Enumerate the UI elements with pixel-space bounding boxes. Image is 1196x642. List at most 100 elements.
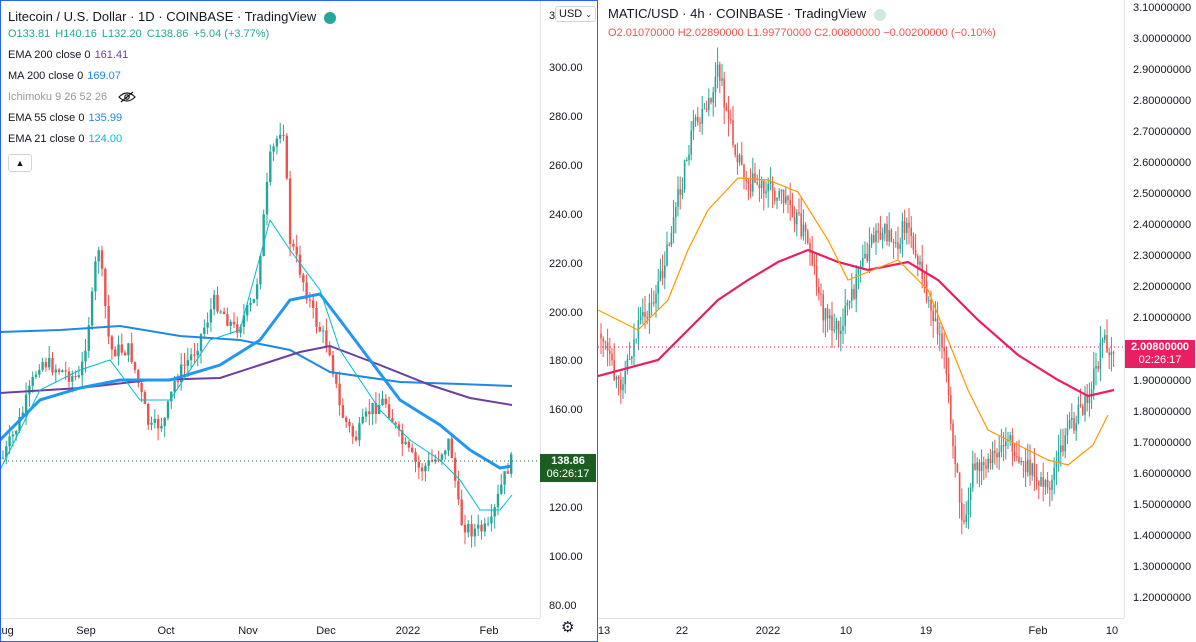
candle-body <box>24 394 28 413</box>
candle-body <box>100 250 104 269</box>
candle-body <box>774 190 776 201</box>
indicator-ichimoku[interactable]: Ichimoku 9 26 52 26 <box>8 87 336 108</box>
candle-body <box>1022 460 1025 462</box>
market-open-icon <box>874 8 887 21</box>
candle-body <box>710 97 712 103</box>
matic-plot-area[interactable] <box>598 0 1124 618</box>
candle-body <box>315 307 318 327</box>
candle-body <box>414 452 417 462</box>
candle-body <box>1002 445 1005 447</box>
candle-body <box>160 425 163 429</box>
candle-body <box>851 288 853 301</box>
candle-body <box>895 242 897 244</box>
candle-body <box>914 249 917 257</box>
candle-body <box>939 333 941 335</box>
candle-body <box>932 310 934 322</box>
candle-body <box>381 398 384 405</box>
eye-off-icon[interactable] <box>118 91 136 103</box>
candle-body <box>820 293 822 295</box>
ltc-chart-pane[interactable]: Litecoin / U.S. Dollar · 1D · COINBASE ·… <box>0 0 598 642</box>
candle-body <box>114 349 117 357</box>
price-tick: 80.00 <box>549 600 577 612</box>
candle-body <box>708 97 710 110</box>
matic-chart-pane[interactable]: MATIC/USD · 4h · COINBASE · TradingView … <box>598 0 1196 642</box>
candle-body <box>1020 460 1022 463</box>
candle-body <box>976 462 978 470</box>
candle-body <box>232 321 236 325</box>
candle-body <box>48 357 51 368</box>
candle-body <box>844 305 846 326</box>
candle-body <box>384 398 387 405</box>
candle-body <box>470 523 473 537</box>
candle-body <box>331 355 335 375</box>
price-tick: 1.80000000 <box>1133 406 1192 418</box>
price-tick: 3.10000000 <box>1133 2 1192 14</box>
candle-body <box>222 311 226 315</box>
price-tick: 2.70000000 <box>1133 126 1192 138</box>
candle-body <box>901 221 904 245</box>
candle-body <box>769 180 772 184</box>
indicator-ma200[interactable]: MA 200 close 0 169.07 <box>8 66 336 87</box>
candle-body <box>661 271 664 278</box>
candle-body <box>866 253 868 262</box>
indicator-ema21[interactable]: EMA 21 close 0 124.00 <box>8 129 336 150</box>
candle-body <box>358 423 361 441</box>
candle-body <box>94 261 97 292</box>
candle-body <box>335 374 338 384</box>
candle-body <box>972 463 974 488</box>
candle-body <box>1000 445 1003 452</box>
candle-body <box>189 354 193 361</box>
price-tick: 120.00 <box>549 502 583 514</box>
candle-body <box>767 183 769 192</box>
candle-body <box>401 430 404 444</box>
candle-body <box>11 434 15 437</box>
ltc-plot-area[interactable] <box>0 0 540 618</box>
candle-body <box>1101 339 1104 343</box>
matic-countdown: 02:26:17 <box>1138 354 1182 366</box>
candle-body <box>463 524 467 533</box>
candle-body <box>650 302 653 304</box>
price-tick: 100.00 <box>549 551 583 563</box>
matic-last-price: 2.00800000 <box>1130 341 1190 353</box>
candle-body <box>1066 428 1069 436</box>
candle-body <box>899 244 901 249</box>
indicator-ema55[interactable]: EMA 55 close 0 135.99 <box>8 108 336 129</box>
matic-price-axis[interactable]: 3.10000000 3.00000000 2.90000000 2.80000000… <box>1124 0 1196 618</box>
matic-symbol-title[interactable]: MATIC/USD · 4h · COINBASE · TradingView <box>608 6 887 21</box>
indicator-label: MA 200 close 0 <box>8 70 84 82</box>
price-tick: 240.00 <box>549 209 583 221</box>
candle-body <box>848 300 851 303</box>
candle-body <box>760 180 763 189</box>
settings-gear-icon[interactable]: ⚙ <box>561 619 575 636</box>
candle-body <box>725 107 728 111</box>
candle-body <box>875 230 877 243</box>
candle-body <box>292 243 295 247</box>
currency-label: USD <box>559 8 583 20</box>
candle-body <box>776 197 778 201</box>
candle-body <box>998 451 1000 458</box>
price-tick: 3.00000000 <box>1133 33 1192 45</box>
currency-selector[interactable]: USD ⌄ <box>555 6 596 22</box>
candle-body <box>282 134 285 136</box>
candle-body <box>265 182 269 215</box>
candle-body <box>954 446 956 465</box>
price-tick: 160.00 <box>549 404 583 416</box>
candle-body <box>782 189 785 204</box>
candle-body <box>615 376 618 380</box>
candle-body <box>991 450 994 464</box>
candle-body <box>604 341 607 343</box>
candle-body <box>936 318 939 335</box>
ltc-symbol-title[interactable]: Litecoin / U.S. Dollar · 1D · COINBASE ·… <box>8 6 337 27</box>
candle-body <box>364 411 368 417</box>
indicator-ema200[interactable]: EMA 200 close 0 161.41 <box>8 45 336 66</box>
matic-time-axis[interactable]: 13 22 2022 10 19 Feb 10 <box>598 618 1124 642</box>
candle-body <box>305 282 308 300</box>
candle-body <box>272 146 275 152</box>
candle-body <box>288 178 292 244</box>
ltc-time-axis[interactable]: Aug Sep Oct Nov Dec 2022 Feb <box>0 618 540 642</box>
candle-body <box>120 344 123 353</box>
candle-body <box>996 453 998 458</box>
ltc-price-axis[interactable]: 3 USD ⌄ 300.00 280.00 260.00 240.00 220.00 20… <box>540 0 598 618</box>
candle-body <box>38 369 41 375</box>
collapse-legend-button[interactable]: ▲ <box>8 154 32 172</box>
